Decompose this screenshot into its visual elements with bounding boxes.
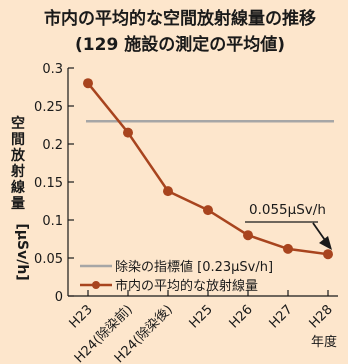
annotation: 0.055μSv/h xyxy=(245,202,332,250)
x-tick-label: H28 xyxy=(307,302,336,331)
y-label-char: 放 xyxy=(10,147,26,164)
y-tick-label: 0.1 xyxy=(42,214,63,229)
y-axis-label: 空間放射線量 [μSv/h] xyxy=(10,115,30,281)
chart-title-line1: 市内の平均的な空間放射線量の推移 xyxy=(44,8,316,29)
y-tick-label: 0.3 xyxy=(42,62,63,77)
y-label-unit: [μSv/h] xyxy=(14,223,30,280)
annotation-arrowhead xyxy=(319,236,332,250)
x-tick-label: H25 xyxy=(187,302,216,331)
legend-reference-label: 除染の指標値 [0.23μSv/h] xyxy=(115,259,273,275)
x-tick-label: H26 xyxy=(227,302,256,331)
chart-title-line2: (129 施設の測定の平均値) xyxy=(75,34,285,55)
y-tick-label: 0.05 xyxy=(34,252,63,267)
data-point xyxy=(323,249,333,260)
y-label-char: 量 xyxy=(11,196,25,212)
y-tick-label: 0 xyxy=(55,290,63,305)
data-point xyxy=(163,186,173,197)
legend: 除染の指標値 [0.23μSv/h] 市内の平均的な放射線量 xyxy=(80,259,273,294)
legend-series-marker xyxy=(92,281,100,289)
data-point xyxy=(123,127,133,138)
data-point xyxy=(83,78,93,89)
x-unit-label: 年度 xyxy=(311,334,337,350)
data-point xyxy=(203,205,213,216)
y-label-char: 間 xyxy=(11,132,25,148)
y-label-char: 空 xyxy=(11,115,25,132)
annotation-label: 0.055μSv/h xyxy=(249,202,326,218)
legend-series-label: 市内の平均的な放射線量 xyxy=(115,278,258,294)
x-tick-label: H27 xyxy=(267,302,296,331)
y-label-char: 線 xyxy=(11,179,25,196)
y-tick-label: 0.2 xyxy=(42,138,63,153)
x-tick-label: H23 xyxy=(67,302,96,331)
series-line xyxy=(87,82,329,256)
series-points xyxy=(83,78,333,260)
data-point xyxy=(243,230,253,241)
y-tick-label: 0.25 xyxy=(34,100,63,115)
y-tick-label: 0.15 xyxy=(34,176,63,191)
data-point xyxy=(283,243,293,254)
y-ticks: 0 0.05 0.1 0.15 0.2 0.25 0.3 xyxy=(34,62,74,305)
y-label-char: 射 xyxy=(10,163,25,180)
